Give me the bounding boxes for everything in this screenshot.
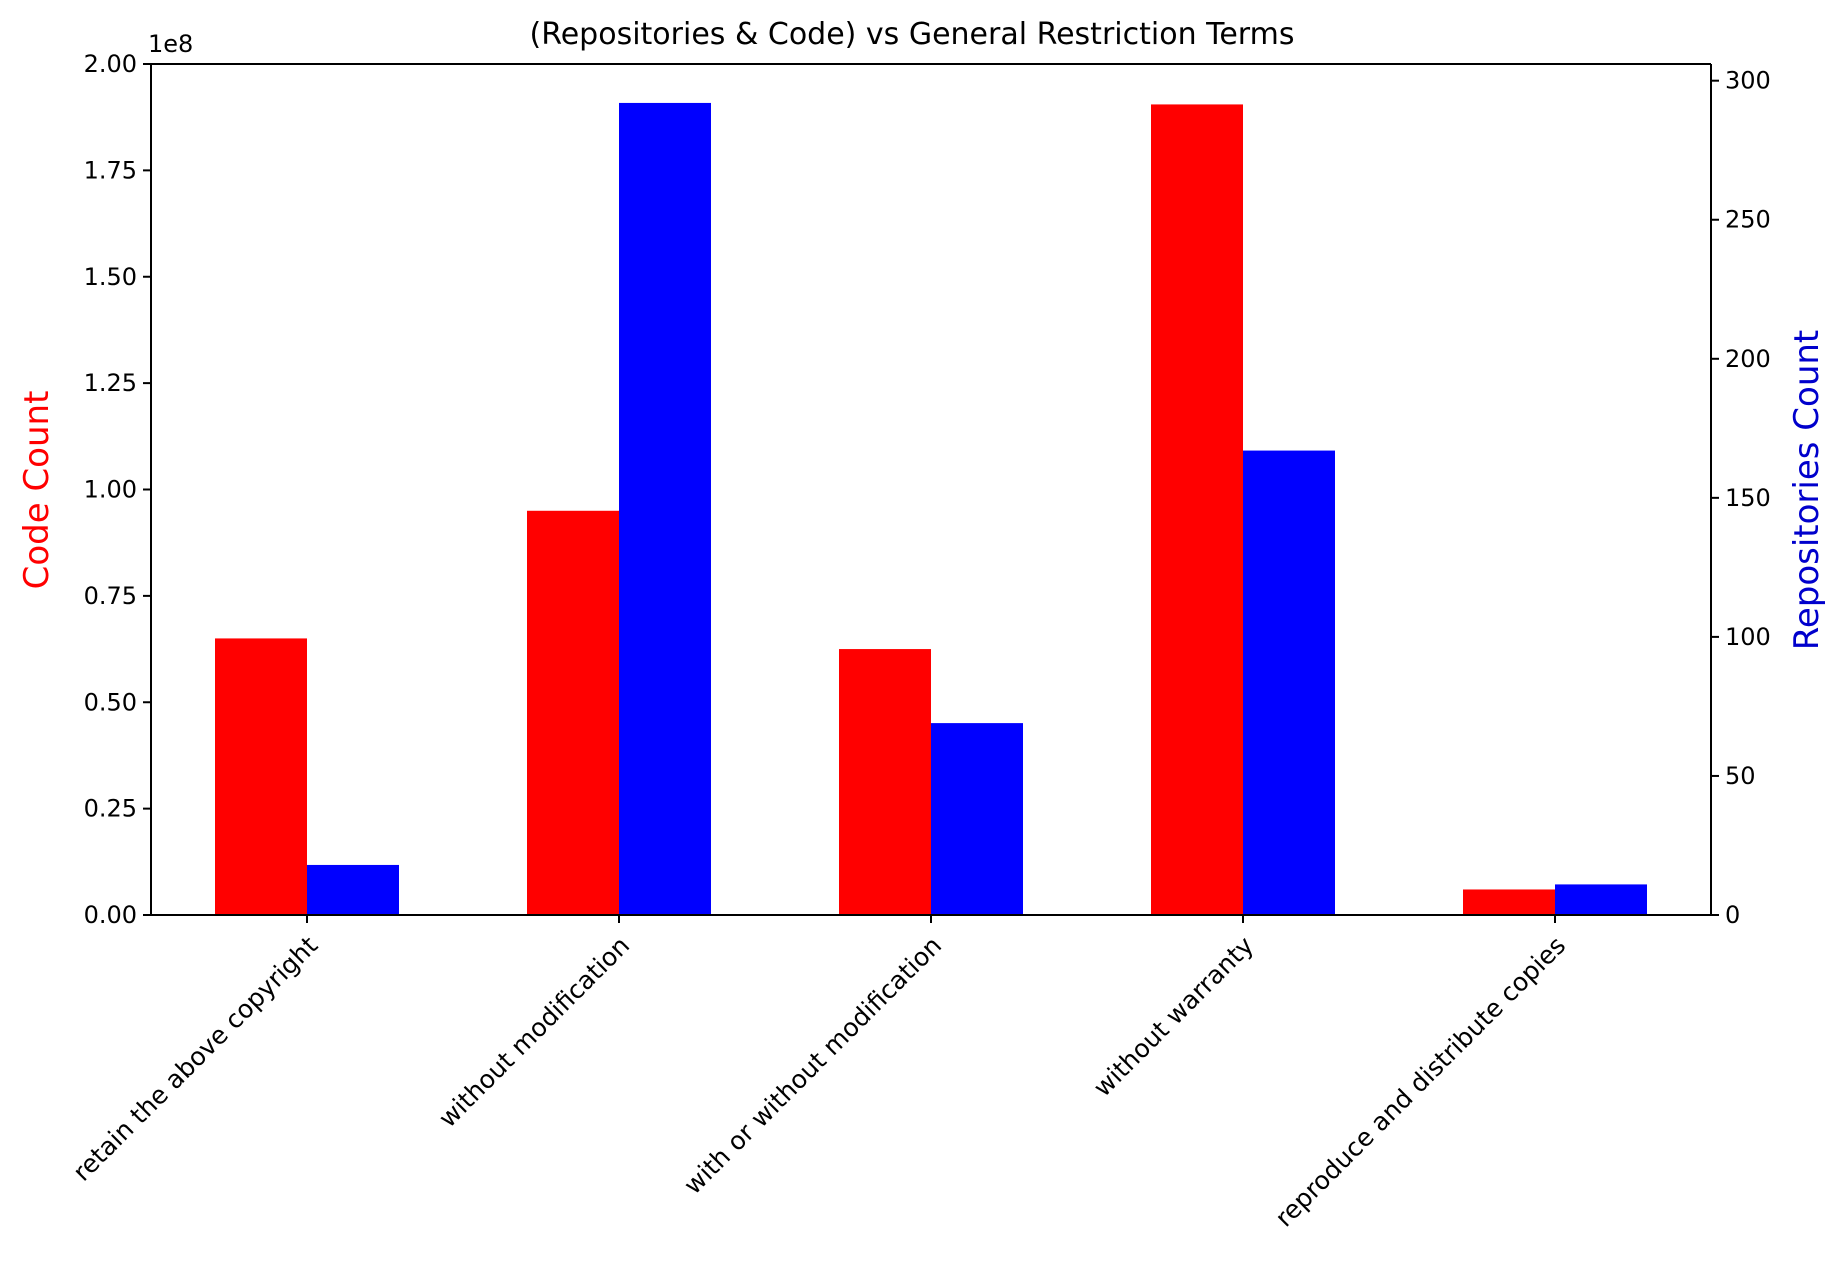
bar-code-count-3 (839, 649, 931, 915)
right-axis-label: Repositories Count (1787, 330, 1827, 651)
left-tick-label: 1.50 (84, 263, 137, 291)
left-axis-label: Code Count (17, 391, 57, 590)
right-tick-label: 200 (1725, 345, 1771, 373)
left-tick-label: 1.25 (84, 369, 137, 397)
bar-repositories-count-5 (1555, 884, 1647, 915)
bar-repositories-count-2 (619, 102, 711, 916)
left-tick-label: 0.00 (84, 901, 137, 929)
left-tick-label: 2.00 (84, 50, 137, 78)
left-tick-label: 1.75 (84, 156, 137, 184)
left-tick-label: 1.00 (84, 476, 137, 504)
right-tick-label: 50 (1725, 762, 1756, 790)
bars-layer (215, 102, 1647, 916)
bar-code-count-1 (215, 638, 307, 915)
bar-code-count-2 (527, 510, 619, 915)
chart-title: (Repositories & Code) vs General Restric… (530, 17, 1295, 52)
bar-repositories-count-4 (1243, 450, 1335, 915)
left-tick-label: 0.25 (84, 795, 137, 823)
bar-repositories-count-1 (307, 864, 399, 915)
right-tick-label: 0 (1725, 901, 1740, 929)
right-tick-label: 300 (1725, 67, 1771, 95)
left-tick-label: 0.50 (84, 688, 137, 716)
right-tick-label: 150 (1725, 484, 1771, 512)
right-tick-label: 100 (1725, 623, 1771, 651)
left-tick-label: 0.75 (84, 582, 137, 610)
bar-code-count-4 (1151, 104, 1243, 916)
right-tick-label: 250 (1725, 206, 1771, 234)
bar-code-count-5 (1463, 889, 1555, 915)
bar-repositories-count-3 (931, 723, 1023, 915)
left-axis-offset-text: 1e8 (148, 30, 193, 58)
